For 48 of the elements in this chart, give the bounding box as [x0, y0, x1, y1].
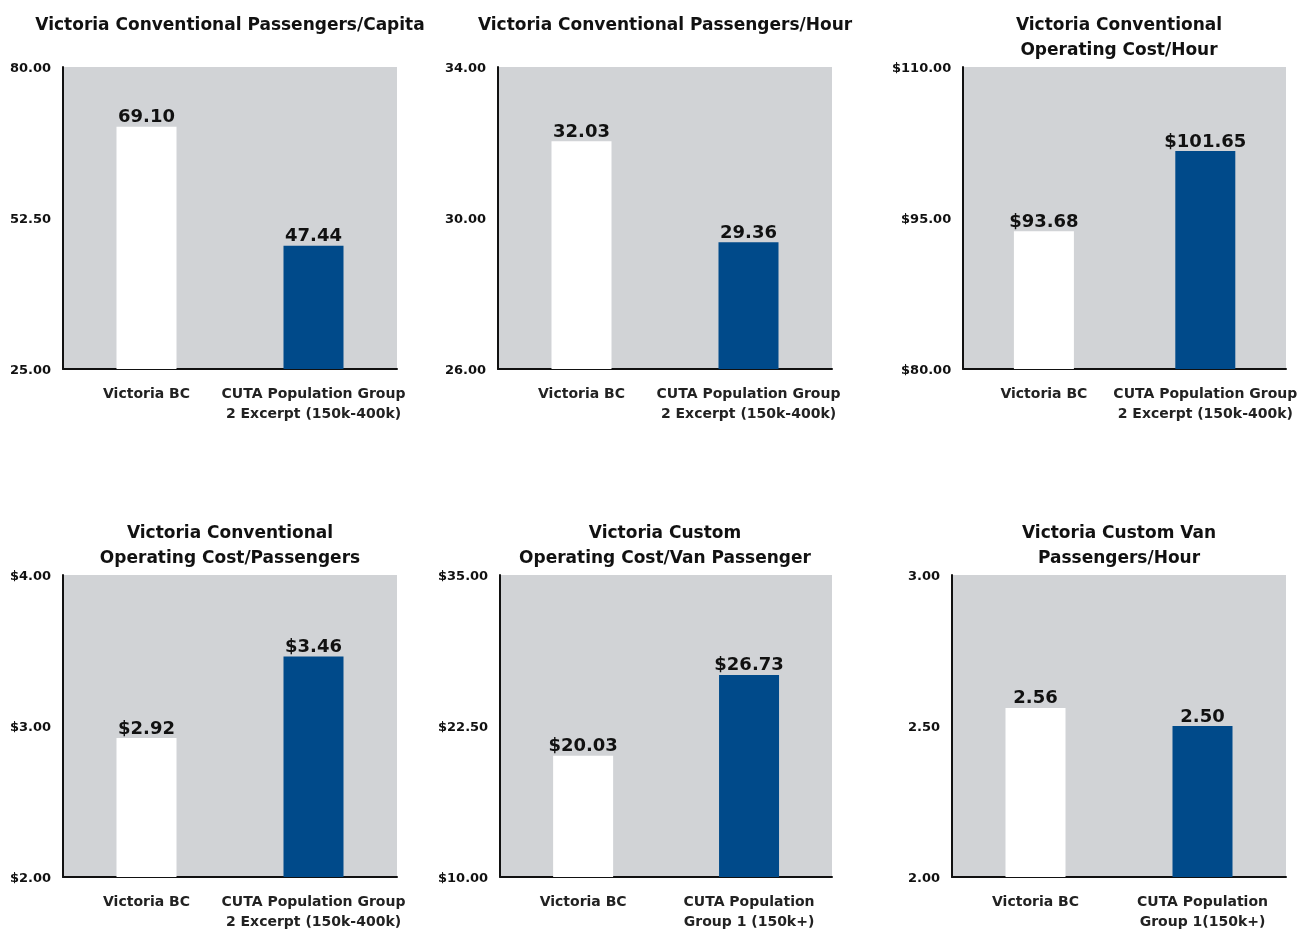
x-tick-label: CUTA Population Group 2 Excerpt (150k-400k)	[221, 893, 406, 929]
y-tick-label: 34.00	[444, 59, 486, 75]
data-label: 29.36	[720, 220, 777, 242]
chart-title: Victoria Conventional Passengers/Capita	[35, 13, 425, 34]
y-tick-label: 52.50	[9, 210, 51, 226]
data-label: $26.73	[714, 653, 784, 675]
y-tick-label: 2.00	[907, 869, 940, 885]
y-tick-label: $3.00	[9, 718, 51, 734]
data-label: 2.50	[1180, 704, 1225, 726]
x-tick-label: Victoria BC	[538, 385, 625, 401]
data-label: $93.68	[1009, 209, 1079, 231]
data-label: 69.10	[118, 105, 175, 127]
x-tick-label: Victoria BC	[539, 893, 627, 909]
x-tick-label: CUTA Population Group 2 Excerpt (150k-400k)	[221, 385, 406, 421]
y-tick-label: $10.00	[437, 869, 489, 885]
chart-title: Victoria Conventional Operating Cost/Passengers	[99, 521, 361, 567]
x-tick-label: CUTA Population Group 1 (150k+)	[683, 893, 815, 929]
chart-title: Victoria Custom Operating Cost/Van Passenger	[519, 521, 812, 567]
data-label: $3.46	[285, 635, 342, 657]
y-tick-label: $4.00	[9, 567, 51, 583]
y-tick-label: 30.00	[444, 210, 486, 226]
y-tick-label: 26.00	[444, 361, 486, 377]
data-label: 47.44	[285, 224, 342, 246]
y-tick-label: $35.00	[437, 567, 489, 583]
x-tick-label: Victoria BC	[992, 893, 1079, 909]
chart-title: Victoria Custom Van Passengers/Hour	[1021, 521, 1217, 567]
chart-title: Victoria Conventional Operating Cost/Hour	[1015, 13, 1223, 59]
y-tick-label: $110.00	[891, 59, 952, 75]
x-tick-label: CUTA Population Group 1(150k+)	[1136, 893, 1269, 929]
y-tick-label: $95.00	[901, 210, 952, 226]
x-tick-label: Victoria BC	[103, 385, 190, 401]
data-label: $2.92	[118, 716, 175, 738]
data-label: $20.03	[548, 734, 618, 756]
y-tick-label: 3.00	[907, 567, 940, 583]
data-label: 32.03	[553, 119, 610, 141]
chart-title: Victoria Conventional Passengers/Hour	[477, 13, 853, 34]
data-label: 2.56	[1013, 686, 1058, 708]
x-tick-label: Victoria BC	[103, 893, 190, 909]
x-tick-label: CUTA Population Group 2 Excerpt (150k-400k)	[1113, 385, 1298, 421]
data-label: $101.65	[1164, 129, 1247, 151]
y-tick-label: 80.00	[9, 59, 51, 75]
x-tick-label: Victoria BC	[1000, 385, 1088, 401]
y-tick-label: 25.00	[9, 361, 51, 377]
x-tick-label: CUTA Population Group 2 Excerpt (150k-400k)	[656, 385, 841, 421]
y-tick-label: 2.50	[907, 718, 940, 734]
y-tick-label: $22.50	[437, 718, 489, 734]
y-tick-label: $2.00	[9, 869, 51, 885]
y-tick-label: $80.00	[901, 361, 952, 377]
